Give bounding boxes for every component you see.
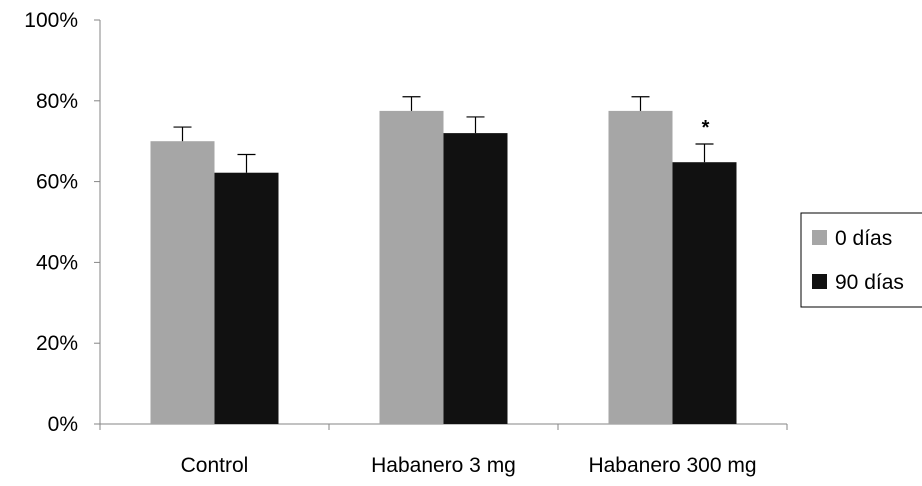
bars xyxy=(150,110,737,425)
labels: Control Habanero 3 mg Habanero 300 mg * xyxy=(181,117,757,477)
x-category-label: Habanero 300 mg xyxy=(588,454,756,477)
y-tick-label: 80% xyxy=(36,90,78,113)
legend: 0 días 90 días xyxy=(800,212,922,308)
bar xyxy=(150,141,215,424)
legend-label: 0 días xyxy=(835,227,892,250)
legend-box xyxy=(800,212,922,308)
legend-label: 90 días xyxy=(835,271,904,294)
bar xyxy=(443,133,508,424)
bar xyxy=(672,162,737,424)
bar xyxy=(214,172,279,424)
significance-marker: * xyxy=(702,117,710,139)
x-category-label: Habanero 3 mg xyxy=(371,454,516,477)
y-tick-label: 20% xyxy=(36,332,78,355)
y-tick-label: 60% xyxy=(36,171,78,194)
legend-swatch xyxy=(812,274,827,289)
y-tick-label: 0% xyxy=(48,413,78,436)
x-category-label: Control xyxy=(181,454,249,477)
bar xyxy=(379,110,444,425)
bar xyxy=(608,110,673,425)
legend-swatch xyxy=(812,230,827,245)
error-bars xyxy=(173,96,714,173)
y-tick-label: 100% xyxy=(24,9,78,32)
y-tick-label: 40% xyxy=(36,251,78,274)
